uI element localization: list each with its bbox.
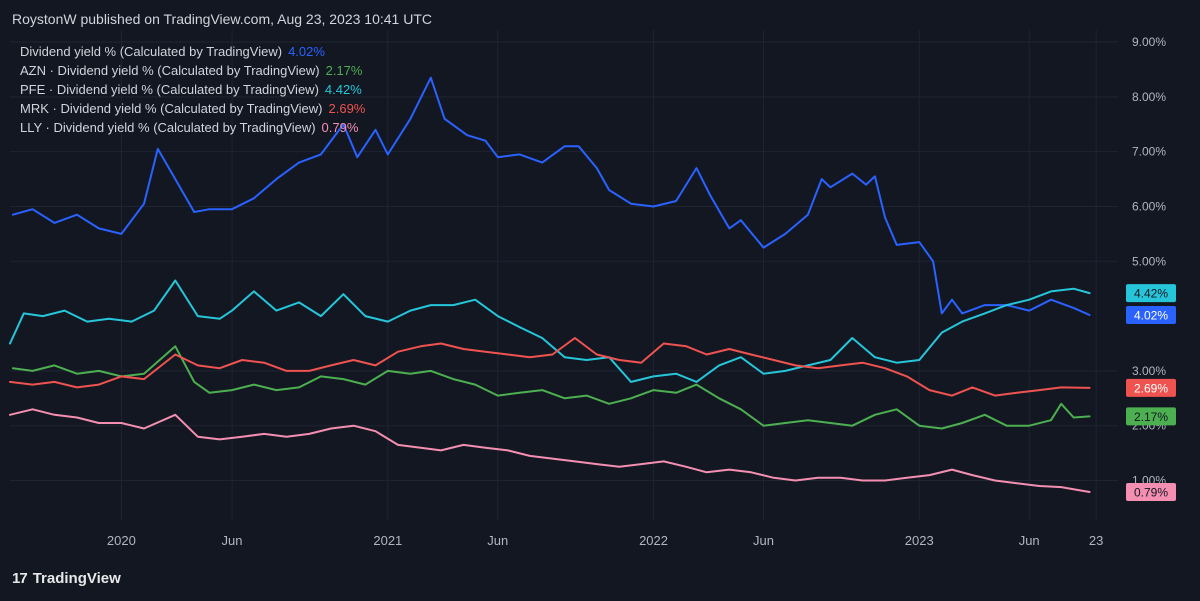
tradingview-logo-icon: 17 [12,570,28,587]
legend: Dividend yield % (Calculated by TradingV… [20,42,365,137]
series-line-3 [9,337,1091,397]
y-tick-label: 7.00% [1132,145,1166,159]
x-tick-label: Jun [222,533,243,548]
last-value-badge-0: 4.02% [1126,306,1176,325]
badge-layer: 4.02% 2.17% 4.42% 2.69% 0.79% [1126,284,1176,502]
legend-label-mrk: MRK · Dividend yield % (Calculated by Tr… [20,101,323,116]
series-line-0 [11,76,1091,316]
x-tick-label: Jun [487,533,508,548]
x-tick-label: 2022 [639,533,668,548]
legend-row-azn[interactable]: AZN · Dividend yield % (Calculated by Tr… [20,61,365,80]
series-line-1 [11,345,1091,430]
legend-label-main: Dividend yield % (Calculated by TradingV… [20,44,283,59]
chart-area[interactable]: 9.00% 8.00% 7.00% 6.00% 5.00% 3.00% 2.00% 1.00%… [0,30,1200,560]
x-tick-label: 2023 [905,533,934,548]
dividend-yield-chart[interactable]: 9.00%8.00%7.00%6.00%5.00%3.00%2.00%1.00%… [0,30,1200,560]
series-line-2 [9,279,1091,383]
last-value-label-0: 4.02% [1134,309,1168,323]
legend-label-azn: AZN · Dividend yield % (Calculated by Tr… [20,63,320,78]
x-tick-label: Jun [1019,533,1040,548]
y-tick-label: 9.00% [1132,35,1166,49]
tradingview-brand-name: TradingView [32,570,121,587]
tradingview-logo[interactable]: 17 TradingView [12,570,121,587]
last-value-label-3: 2.69% [1134,381,1168,395]
x-tick-label: Jun [753,533,774,548]
y-tick-label: 5.00% [1132,254,1166,268]
x-tick-label: 2020 [107,533,136,548]
legend-label-pfe: PFE · Dividend yield % (Calculated by Tr… [20,82,319,97]
legend-row-mrk[interactable]: MRK · Dividend yield % (Calculated by Tr… [20,99,365,118]
legend-value-mrk: 2.69% [328,101,366,116]
axis-layer: 9.00%8.00%7.00%6.00%5.00%3.00%2.00%1.00%… [107,35,1166,548]
legend-value-azn: 2.17% [325,63,363,78]
legend-value-pfe: 4.42% [324,82,362,97]
x-tick-label: 2021 [373,533,402,548]
y-tick-label: 3.00% [1132,364,1166,378]
x-tick-label: 23 [1089,533,1103,548]
last-value-badge-4: 0.79% [1126,483,1176,502]
legend-row-lly[interactable]: LLY · Dividend yield % (Calculated by Tr… [20,118,365,137]
last-value-badge-2: 4.42% [1126,284,1176,303]
legend-row-main[interactable]: Dividend yield % (Calculated by TradingV… [20,42,365,61]
legend-row-pfe[interactable]: PFE · Dividend yield % (Calculated by Tr… [20,80,365,99]
series-line-4 [9,408,1091,493]
last-value-badge-3: 2.69% [1126,378,1176,397]
last-value-label-1: 2.17% [1134,410,1168,424]
publisher-line: RoystonW published on TradingView.com, A… [12,11,432,27]
y-tick-label: 6.00% [1132,199,1166,213]
y-tick-label: 8.00% [1132,90,1166,104]
series-layer [9,76,1091,493]
legend-value-main: 4.02% [288,44,325,59]
legend-value-lly: 0.79% [321,120,359,135]
last-value-label-2: 4.42% [1134,287,1168,301]
footer: 17 TradingView [0,560,1200,601]
grid-layer [10,30,1118,520]
last-value-label-4: 0.79% [1134,486,1168,500]
legend-label-lly: LLY · Dividend yield % (Calculated by Tr… [20,120,316,135]
last-value-badge-1: 2.17% [1126,407,1176,426]
